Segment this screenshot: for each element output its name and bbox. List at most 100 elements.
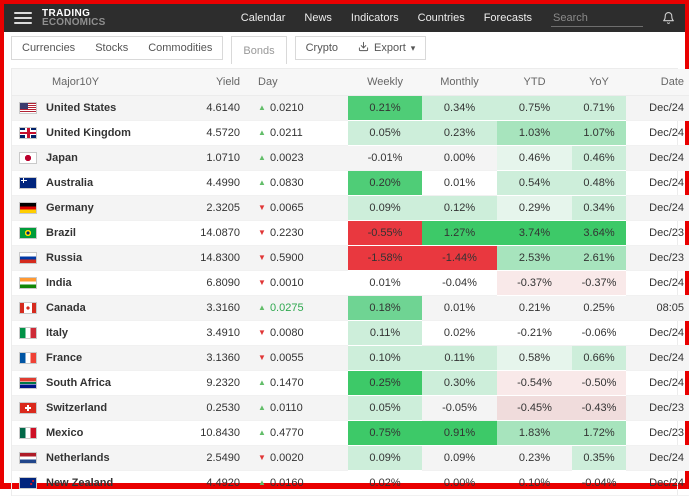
bonds-table-container: Major10Y Yield Day Weekly Monthly YTD Yo… [11,68,689,496]
country-name[interactable]: United States [46,95,195,121]
table-row[interactable]: Australia 4.4990 ▲ 0.0830 0.20% 0.01% 0.5… [12,170,689,196]
bonds-table: Major10Y Yield Day Weekly Monthly YTD Yo… [12,69,689,496]
country-name[interactable]: Mexico [46,420,195,446]
table-row[interactable]: Netherlands 2.5490 ▼ 0.0020 0.09% 0.09% 0… [12,445,689,471]
yoy-cell: -0.50% [572,370,627,396]
col-monthly[interactable]: Monthly [422,69,498,96]
menu-icon[interactable] [14,12,32,24]
search-input[interactable] [551,9,643,27]
gutter [626,320,635,346]
nav-item-calendar[interactable]: Calendar [240,12,286,24]
table-row[interactable]: South Africa 9.2320 ▲ 0.1470 0.25% 0.30% … [12,370,689,396]
country-name[interactable]: United Kingdom [46,120,195,146]
tab-crypto[interactable]: Crypto [305,42,338,54]
ytd-cell: -0.54% [497,370,573,396]
table-row[interactable]: Switzerland 0.2530 ▲ 0.0110 0.05% -0.05% … [12,395,689,421]
top-navigation: Calendar News Indicators Countries Forec… [240,9,675,27]
col-yield[interactable]: Yield [194,69,257,96]
col-yoy[interactable]: YoY [572,69,627,96]
table-row[interactable]: France 3.1360 ▼ 0.0055 0.10% 0.11% 0.58% … [12,345,689,371]
tab-stocks[interactable]: Stocks [95,42,129,54]
change-direction-icon: ▼ [258,327,266,337]
weekly-cell: -0.55% [348,220,423,246]
logo[interactable]: TRADING ECONOMICS [42,8,105,28]
table-row[interactable]: United States 4.6140 ▲ 0.0210 0.21% 0.34%… [12,95,689,121]
country-name[interactable]: South Africa [46,370,195,396]
table-row[interactable]: India 6.8090 ▼ 0.0010 0.01% -0.04% -0.37%… [12,270,689,296]
bell-icon[interactable] [662,11,675,25]
monthly-cell: 0.01% [422,170,498,196]
table-row[interactable]: Italy 3.4910 ▼ 0.0080 0.11% 0.02% -0.21% … [12,320,689,346]
country-flag-icon [19,276,37,289]
nav-item-indicators[interactable]: Indicators [350,12,399,24]
day-change: ▼ 0.5900 [256,245,349,271]
country-name[interactable]: Canada [46,295,195,321]
nav-item-countries[interactable]: Countries [417,12,465,24]
date-cell: Dec/24 [634,120,689,146]
change-direction-icon: ▼ [258,277,266,287]
change-direction-icon: ▲ [258,377,266,387]
country-name[interactable]: Russia [46,245,195,271]
yield-value: 3.4910 [194,320,257,346]
monthly-cell: 0.00% [422,470,498,496]
day-change: ▲ 0.0211 [256,120,349,146]
day-change: ▼ 0.0055 [256,345,349,371]
gutter [626,95,635,121]
col-ytd[interactable]: YTD [497,69,573,96]
country-name[interactable]: New Zealand [46,470,195,496]
col-major10y[interactable]: Major10Y [12,69,195,96]
table-row[interactable]: United Kingdom 4.5720 ▲ 0.0211 0.05% 0.23… [12,120,689,146]
day-change: ▲ 0.0830 [256,170,349,196]
flag-cell [12,95,46,121]
date-cell: Dec/24 [634,270,689,296]
flag-cell [12,345,46,371]
country-name[interactable]: Brazil [46,220,195,246]
country-name[interactable]: Germany [46,195,195,221]
table-row[interactable]: New Zealand 4.4920 ▲ 0.0160 0.02% 0.00% 0… [12,470,689,496]
day-change: ▼ 0.0010 [256,270,349,296]
country-name[interactable]: Switzerland [46,395,195,421]
flag-cell [12,245,46,271]
country-name[interactable]: Australia [46,170,195,196]
yoy-cell: 1.07% [572,120,627,146]
day-change: ▲ 0.0023 [256,145,349,171]
tab-commodities[interactable]: Commodities [148,42,213,54]
col-day[interactable]: Day [256,69,349,96]
export-button[interactable]: Export ▾ [348,37,425,59]
monthly-cell: -1.44% [422,245,498,271]
country-name[interactable]: India [46,270,195,296]
country-flag-icon [19,426,37,439]
country-name[interactable]: Netherlands [46,445,195,471]
col-weekly[interactable]: Weekly [348,69,423,96]
change-direction-icon: ▲ [258,302,266,312]
country-flag-icon [19,151,37,164]
country-name[interactable]: Japan [46,145,195,171]
col-date[interactable]: Date [634,69,689,96]
country-flag-icon [19,226,37,239]
yield-value: 4.4990 [194,170,257,196]
country-flag-icon [19,201,37,214]
country-name[interactable]: France [46,345,195,371]
yield-value: 4.6140 [194,95,257,121]
table-row[interactable]: Brazil 14.0870 ▼ 0.2230 -0.55% 1.27% 3.74… [12,220,689,246]
monthly-cell: -0.05% [422,395,498,421]
nav-item-news[interactable]: News [304,12,332,24]
table-row[interactable]: Germany 2.3205 ▼ 0.0065 0.09% 0.12% 0.29%… [12,195,689,221]
table-row[interactable]: Japan 1.0710 ▲ 0.0023 -0.01% 0.00% 0.46% … [12,145,689,171]
table-row[interactable]: Canada 3.3160 ▲ 0.0275 0.18% 0.01% 0.21% … [12,295,689,321]
table-row[interactable]: Mexico 10.8430 ▲ 0.4770 0.75% 0.91% 1.83%… [12,420,689,446]
country-flag-icon [19,176,37,189]
table-row[interactable]: Russia 14.8300 ▼ 0.5900 -1.58% -1.44% 2.5… [12,245,689,271]
yoy-cell: 0.25% [572,295,627,321]
logo-line1: TRADING [42,8,91,19]
weekly-cell: 0.01% [348,270,423,296]
country-name[interactable]: Italy [46,320,195,346]
day-change: ▲ 0.0110 [256,395,349,421]
tab-bonds-active[interactable]: Bonds [231,36,287,64]
tab-currencies[interactable]: Currencies [22,42,76,54]
nav-item-forecasts[interactable]: Forecasts [483,12,532,24]
day-change-value: 0.0110 [269,401,303,414]
yield-value: 14.8300 [194,245,257,271]
flag-cell [12,470,46,496]
country-flag-icon [19,376,37,389]
